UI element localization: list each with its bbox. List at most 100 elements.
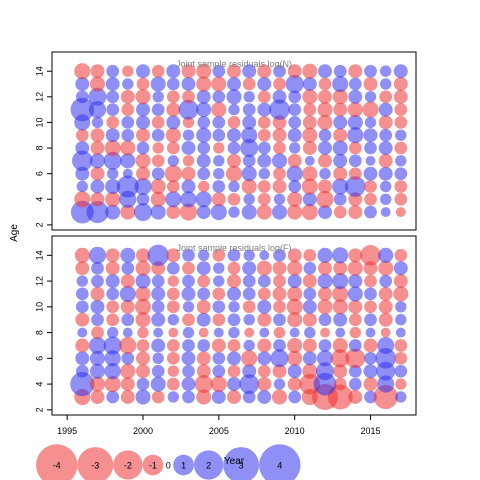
residual-bubble (364, 390, 377, 404)
residual-bubble (380, 327, 391, 338)
residual-bubble (257, 364, 271, 378)
residual-bubble (181, 141, 196, 155)
residual-bubble (135, 389, 151, 405)
residual-bubble (182, 90, 195, 104)
residual-bubble (228, 180, 240, 193)
y-tick-label: 10 (34, 302, 44, 312)
residual-bubble (380, 193, 392, 205)
residual-bubble (121, 103, 135, 116)
residual-bubble (318, 179, 332, 194)
residual-bubble (198, 180, 210, 193)
residual-bubble (380, 78, 392, 90)
residual-bubble (332, 89, 348, 105)
residual-bubble (242, 77, 256, 91)
y-tick-label: 2 (34, 222, 44, 227)
residual-bubble (379, 128, 393, 142)
residual-bubble (242, 103, 256, 116)
residual-bubble (273, 326, 286, 339)
legend-label: -3 (91, 461, 99, 471)
residual-bubble (289, 142, 301, 154)
residual-bubble (287, 286, 303, 302)
residual-bubble (272, 286, 287, 301)
residual-bubble (90, 299, 105, 314)
residual-bubble (394, 339, 408, 352)
residual-bubble (317, 299, 333, 315)
residual-bubble (106, 390, 120, 404)
residual-bubble (302, 192, 317, 207)
residual-bubble (332, 337, 348, 354)
residual-bubble (373, 384, 398, 410)
residual-bubble (166, 287, 180, 301)
residual-bubble (75, 128, 89, 142)
residual-bubble (227, 351, 241, 366)
residual-bubble (364, 287, 377, 301)
residual-bubble (89, 363, 106, 379)
residual-bubble (194, 375, 213, 394)
legend-label: 1 (181, 461, 186, 471)
residual-bubble (106, 287, 120, 301)
residual-bubble (88, 336, 107, 355)
y-axis-label: Age (9, 224, 20, 242)
residual-bubble (91, 274, 104, 288)
residual-bubble (135, 153, 151, 169)
residual-bubble (181, 179, 196, 194)
residual-bubble (105, 204, 121, 220)
residual-bubble (167, 365, 179, 377)
residual-bubble (394, 141, 408, 155)
residual-bubble (90, 128, 105, 143)
residual-bubble (377, 336, 395, 355)
residual-bubble (379, 274, 393, 288)
residual-bubble (365, 327, 376, 338)
residual-bubble (196, 312, 211, 327)
residual-bubble (121, 116, 135, 129)
residual-bubble (151, 64, 165, 78)
residual-bubble (349, 326, 361, 339)
residual-bubble (333, 192, 347, 206)
residual-bubble (150, 204, 166, 220)
residual-bubble (136, 128, 150, 143)
residual-bubble (364, 313, 377, 327)
residual-bubble (90, 390, 105, 404)
residual-bubble (166, 141, 180, 155)
residual-bubble (136, 77, 150, 91)
residual-bubble (212, 248, 226, 262)
residual-bubble (211, 102, 227, 118)
plot-frame (51, 235, 417, 416)
residual-bubble (196, 389, 212, 405)
residual-bubble (364, 205, 377, 219)
residual-bubble (212, 128, 226, 142)
residual-bubble (227, 339, 241, 352)
residual-bubble (302, 77, 317, 91)
residual-bubble (348, 154, 362, 168)
residual-bubble (167, 314, 179, 326)
residual-bubble (347, 286, 363, 302)
legend-bubble (142, 454, 164, 476)
residual-bubble (242, 390, 256, 404)
residual-bubble (134, 177, 152, 196)
residual-bubble (166, 205, 181, 220)
residual-bubble (242, 287, 256, 301)
residual-bubble (302, 127, 318, 143)
residual-bubble (273, 378, 286, 390)
residual-bubble (211, 390, 226, 404)
residual-bubble (347, 102, 363, 118)
residual-bubble (380, 180, 392, 193)
residual-bubble (242, 115, 257, 130)
residual-bubble (196, 364, 211, 379)
residual-bubble (363, 364, 378, 379)
residual-bubble (318, 128, 332, 142)
residual-bubble (332, 273, 349, 290)
residual-bubble (242, 64, 257, 79)
y-tick-label: 14 (34, 250, 44, 260)
bubbles (70, 63, 408, 224)
residual-bubble (318, 153, 332, 168)
residual-bubble (212, 64, 226, 78)
residual-bubble (348, 339, 362, 352)
residual-bubble (211, 76, 227, 92)
residual-bubble (197, 287, 211, 301)
residual-bubble (302, 312, 317, 327)
residual-bubble (121, 128, 135, 142)
residual-bubble (317, 102, 333, 118)
residual-bubble (348, 205, 363, 220)
residual-bubble (76, 275, 88, 287)
